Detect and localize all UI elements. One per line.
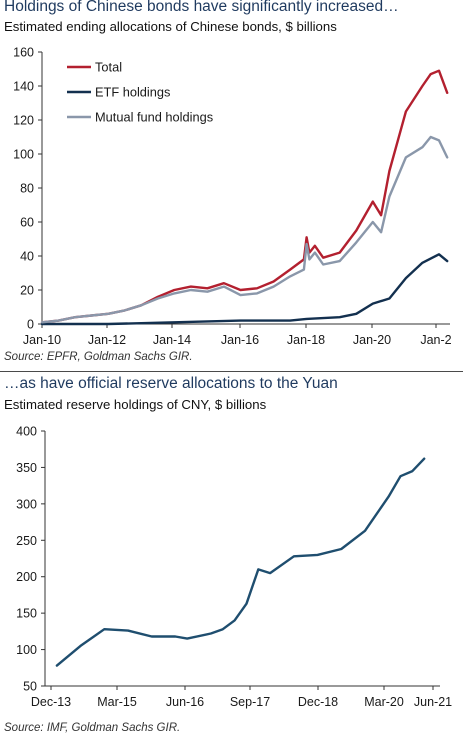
y-tick-label: 60 <box>20 216 34 230</box>
x-tick-label: Dec-13 <box>31 695 71 709</box>
x-tick-label: Jan-18 <box>287 333 325 347</box>
x-tick-label: Jun-21 <box>414 695 452 709</box>
x-tick-label: Jan-2 <box>420 333 451 347</box>
x-tick-label: Sep-17 <box>230 695 270 709</box>
y-tick-label: 100 <box>16 643 37 657</box>
series-line-etf-holdings <box>40 253 449 326</box>
x-tick-label: Jan-14 <box>153 333 191 347</box>
y-tick-label: 300 <box>16 497 37 511</box>
y-tick-label: 50 <box>23 680 37 694</box>
y-tick-label: 350 <box>16 461 37 475</box>
y-tick-label: 400 <box>16 425 37 439</box>
y-tick-label: 100 <box>13 148 34 162</box>
y-tick-label: 40 <box>20 250 34 264</box>
series-line-total <box>40 69 449 324</box>
chart-subtitle: Estimated ending allocations of Chinese … <box>4 19 337 34</box>
y-tick-label: 80 <box>20 182 34 196</box>
chart-title: …as have official reserve allocations to… <box>4 375 338 392</box>
x-tick-label: Jan-10 <box>23 333 61 347</box>
chart-title: Holdings of Chinese bonds have significa… <box>4 0 399 15</box>
x-tick-label: Mar-15 <box>97 695 137 709</box>
x-tick-label: Jun-16 <box>166 695 204 709</box>
panel-divider <box>0 371 463 372</box>
y-tick-label: 200 <box>16 570 37 584</box>
x-tick-label: Jan-20 <box>353 333 391 347</box>
y-tick-label: 150 <box>16 607 37 621</box>
chart-subtitle: Estimated reserve holdings of CNY, $ bil… <box>4 397 267 412</box>
x-tick-label: Dec-18 <box>298 695 338 709</box>
y-tick-label: 20 <box>20 284 34 298</box>
chart-source: Source: EPFR, Goldman Sachs GIR. <box>4 351 193 363</box>
legend-label: ETF holdings <box>95 85 170 100</box>
legend-label: Total <box>95 60 122 75</box>
legend-label: Mutual fund holdings <box>95 110 213 125</box>
chart-source: Source: IMF, Goldman Sachs GIR. <box>4 722 181 734</box>
y-tick-label: 0 <box>27 318 34 332</box>
series-line-mutual-fund-holdings <box>40 135 449 324</box>
chart-1-plot: 0 20 40 60 80 100 120 140 160 Jan-10 Jan-12 Jan-14 J… <box>13 46 452 348</box>
x-tick-label: Jan-16 <box>221 333 259 347</box>
chart-2-plot: 50 100 150 200 250 300 350 400 Dec-13 Mar-15 Jun-1… <box>16 425 452 710</box>
x-tick-label: Jan-12 <box>88 333 126 347</box>
y-tick-label: 250 <box>16 534 37 548</box>
chart-panel-reserve-holdings: …as have official reserve allocations to… <box>0 372 463 734</box>
series-line <box>55 457 426 667</box>
y-tick-label: 160 <box>13 46 34 60</box>
x-tick-label: Mar-20 <box>364 695 404 709</box>
y-tick-label: 120 <box>13 114 34 128</box>
y-tick-label: 140 <box>13 80 34 94</box>
chart-panel-chinese-bonds: Holdings of Chinese bonds have significa… <box>4 0 452 363</box>
